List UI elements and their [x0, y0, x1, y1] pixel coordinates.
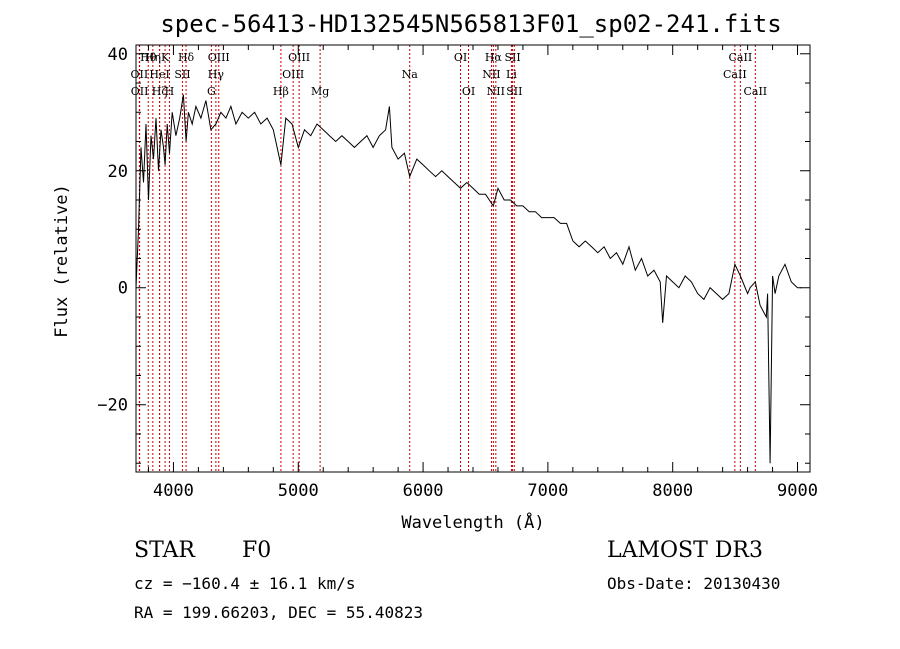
redshift-cz: cz = −160.4 ± 16.1 km/s: [134, 574, 356, 593]
spectral-line-markers: [138, 45, 756, 472]
spectral-line-label: OIII: [288, 51, 310, 64]
y-tick-label: 0: [118, 279, 128, 299]
y-axis-label: Flux (relative): [52, 184, 72, 338]
object-class: STAR: [134, 538, 195, 563]
spectral-line-label: OII: [131, 85, 149, 98]
x-tick-label: 8000: [652, 481, 693, 501]
sky-coordinates: RA = 199.66203, DEC = 55.40823: [134, 603, 423, 622]
spectral-line-label: Hβ: [273, 85, 289, 98]
spectral-line-labels: HθOIIOIIHηHζHeIKHSIIHδGHγOIIIHβOIIIOIIIM…: [131, 51, 768, 98]
y-tick-label: −20: [97, 396, 128, 416]
spectral-line-label: CaII: [723, 68, 747, 81]
spectral-line-label: OII: [131, 68, 149, 81]
spectral-line-label: NII: [487, 85, 505, 98]
x-tick-label: 4000: [153, 481, 194, 501]
spectral-line-label: OIII: [282, 68, 304, 81]
y-tick-label: 40: [108, 45, 128, 65]
spectral-line-label: SII: [504, 51, 520, 64]
spectral-line-label: Hζ: [152, 85, 168, 98]
survey-name: LAMOST DR3: [607, 538, 763, 563]
observation-date: Obs-Date: 20130430: [607, 574, 781, 593]
object-subclass: F0: [242, 538, 272, 563]
spectral-line-label: Hη: [145, 51, 161, 64]
spectral-line-label: Na: [402, 68, 419, 81]
spectral-line-label: NII: [482, 68, 500, 81]
spectrum-line: [135, 94, 802, 464]
spectral-line-label: Hα: [485, 51, 503, 64]
spectral-line-label: OI: [454, 51, 467, 64]
x-tick-label: 6000: [403, 481, 444, 501]
y-tick-label: 20: [108, 162, 128, 182]
plot-frame: [135, 44, 811, 473]
spectral-line-label: K: [161, 51, 170, 64]
spectral-line-label: Li: [506, 68, 517, 81]
spectral-line-label: Hδ: [178, 51, 195, 64]
spectral-line-label: CaII: [743, 85, 767, 98]
x-axis-ticks: 4000 5000 6000 7000 8000 9000: [147, 45, 818, 501]
spectral-line-label: SII: [174, 68, 190, 81]
spectral-line-label: Hγ: [208, 68, 225, 81]
spectral-line-label: CaII: [729, 51, 753, 64]
chart-title: spec-56413-HD132545N565813F01_sp02-241.f…: [160, 10, 781, 38]
spectral-line-label: SII: [506, 85, 522, 98]
x-axis-label: Wavelength (Å): [401, 511, 544, 533]
spectral-line-label: G: [207, 85, 216, 98]
spectral-line-label: HeI: [149, 68, 169, 81]
x-tick-label: 5000: [278, 481, 319, 501]
x-tick-label: 9000: [777, 481, 818, 501]
spectral-line-label: H: [165, 85, 175, 98]
x-tick-label: 7000: [527, 481, 568, 501]
y-axis-ticks: −20 0 20 40: [97, 45, 810, 464]
spectral-line-label: Mg: [311, 85, 329, 98]
spectral-line-label: OI: [462, 85, 475, 98]
spectral-line-label: OIII: [208, 51, 230, 64]
